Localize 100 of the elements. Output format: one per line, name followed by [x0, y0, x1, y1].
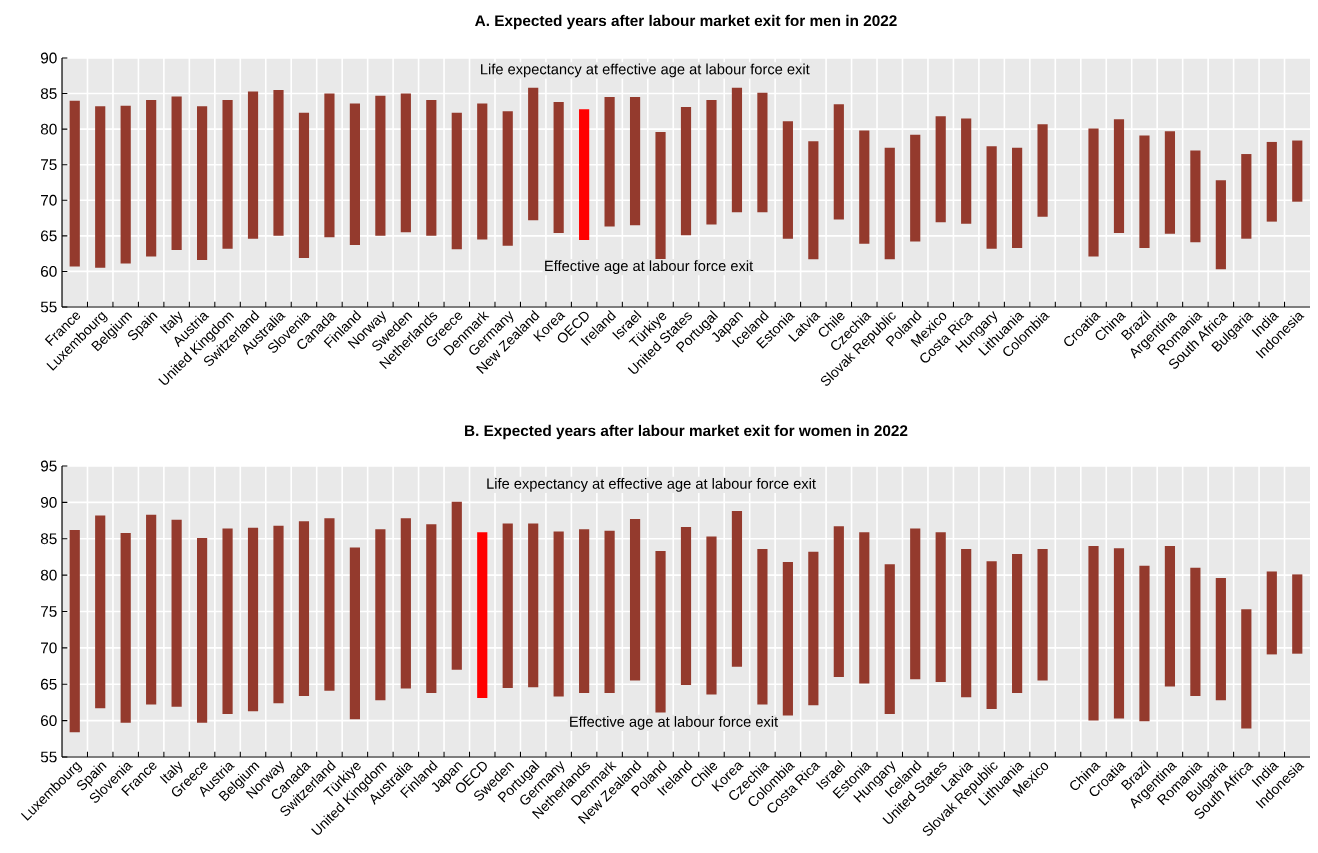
bar: [171, 519, 182, 707]
bar: [502, 111, 513, 246]
bar: [222, 99, 233, 249]
bar: [731, 87, 743, 213]
y-tick-label: 80: [40, 123, 57, 135]
bar: [731, 511, 743, 667]
bar: [629, 97, 641, 226]
y-tick-label: 60: [41, 265, 57, 277]
y-tick-label: 90: [40, 496, 57, 508]
y-tick-label: 85: [40, 88, 57, 99]
bar: [655, 131, 666, 261]
y-tick-label: 90: [40, 52, 57, 64]
bar: [1292, 140, 1303, 202]
bar: [197, 106, 208, 261]
bar: [884, 147, 895, 260]
bar: [324, 93, 335, 238]
bar: [859, 532, 870, 684]
bar: [273, 525, 284, 704]
bar: [553, 531, 564, 697]
bar: [95, 515, 106, 709]
bar: [629, 519, 641, 681]
bar: [961, 118, 972, 224]
y-tick-label: 55: [40, 751, 57, 763]
bar: [1266, 571, 1277, 655]
bar: [1113, 548, 1125, 719]
bar: [1037, 124, 1048, 217]
bar: [1164, 546, 1176, 687]
y-tick-label: 95: [40, 460, 57, 472]
annotation: Effective age at labour force exit: [545, 260, 754, 274]
bar: [757, 548, 768, 705]
bar: [502, 523, 513, 688]
bar: [579, 109, 590, 241]
bar: [426, 524, 437, 693]
bar: [1266, 141, 1277, 222]
bar: [349, 547, 360, 720]
bar: [400, 93, 411, 233]
bar: [477, 532, 488, 699]
bar: [1164, 131, 1176, 234]
bar: [935, 532, 946, 683]
bar: [1088, 128, 1099, 257]
bar: [375, 95, 386, 236]
bar: [884, 564, 895, 715]
bar: [349, 103, 360, 246]
bar: [400, 518, 411, 689]
bar: [120, 532, 131, 723]
bar: [782, 562, 793, 716]
bar: [808, 141, 819, 260]
bar: [324, 518, 335, 691]
bar: [528, 523, 539, 688]
bar: [1190, 567, 1201, 696]
bar: [680, 527, 692, 685]
bar: [247, 91, 259, 239]
bar: [986, 561, 997, 709]
bar: [833, 526, 844, 677]
bar: [655, 551, 666, 713]
bar: [1088, 546, 1099, 721]
chart-title: B. Expected years after labour market exit for women in 2022: [465, 424, 908, 440]
y-tick-label: 80: [40, 569, 57, 581]
bar: [706, 99, 717, 225]
bar: [171, 96, 182, 251]
bar: [69, 530, 80, 733]
bar: [706, 536, 717, 695]
y-tick-label: 55: [40, 301, 57, 313]
bar: [247, 527, 259, 712]
bar: [197, 538, 208, 723]
bar: [451, 501, 462, 670]
bar: [1037, 548, 1048, 681]
bar: [1241, 154, 1252, 239]
bar: [680, 107, 692, 236]
bar: [1139, 565, 1150, 722]
annotation: Life expectancy at effective age at labour force exit: [481, 63, 810, 78]
bar: [553, 102, 564, 233]
bar: [1113, 119, 1125, 233]
bar: [910, 528, 921, 680]
y-tick-label: 75: [41, 606, 57, 617]
bar: [808, 551, 819, 706]
y-tick-label: 75: [41, 159, 57, 171]
bar: [986, 146, 997, 249]
bar: [528, 87, 539, 221]
bar: [426, 99, 437, 236]
bar: [1292, 574, 1303, 654]
bar: [451, 112, 462, 250]
bar: [859, 130, 870, 244]
bar: [120, 105, 131, 264]
bar: [1215, 578, 1226, 701]
bar: [935, 116, 946, 223]
bar: [757, 92, 768, 213]
bar: [1012, 554, 1023, 693]
bar: [222, 528, 233, 715]
bar: [298, 521, 310, 696]
bar: [604, 97, 615, 227]
bar: [375, 529, 386, 701]
bar: [477, 103, 488, 240]
bar: [298, 112, 310, 258]
bar: [95, 106, 106, 268]
y-tick-label: 60: [41, 715, 57, 727]
bar: [910, 134, 921, 242]
bar: [1241, 609, 1252, 729]
bar: [782, 121, 793, 239]
bar: [1012, 147, 1023, 248]
